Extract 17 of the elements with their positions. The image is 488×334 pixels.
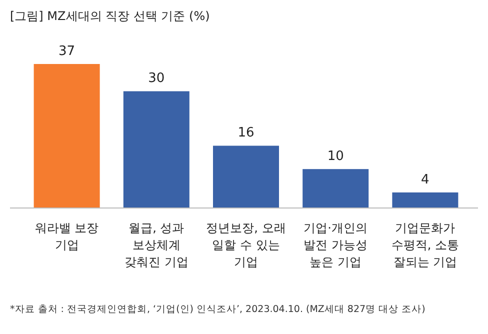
x-tick-label: 월급, 성과 보상체계 갖춰진 기업 (124, 221, 188, 269)
bar (392, 192, 458, 208)
x-tick-label: 기업문화가 수평적, 소통 잘되는 기업 (391, 221, 460, 269)
data-label: 16 (238, 126, 254, 141)
x-tick-label: 정년보장, 오래 일할 수 있는 기업 (206, 221, 286, 269)
data-label: 30 (148, 71, 165, 86)
x-tick-label: 워라밸 보장 기업 (34, 221, 99, 252)
data-label: 4 (421, 172, 430, 188)
data-label: 37 (58, 44, 76, 59)
chart-title: [그림] MZ세대의 직장 선택 기준 (%) (10, 9, 210, 23)
bar (123, 91, 190, 208)
x-tick-label: 기업·개인의 발전 가능성 높은 기업 (304, 221, 368, 269)
text: *자료 출처 : 전국경제인연합회, ‘기업(인) 인식조사’, 2023.04.10. (MZ세대 827명 대상 조사) (10, 304, 426, 315)
bar (34, 64, 100, 208)
bar (302, 169, 369, 208)
bar (213, 146, 279, 208)
data-label: 10 (327, 149, 344, 164)
